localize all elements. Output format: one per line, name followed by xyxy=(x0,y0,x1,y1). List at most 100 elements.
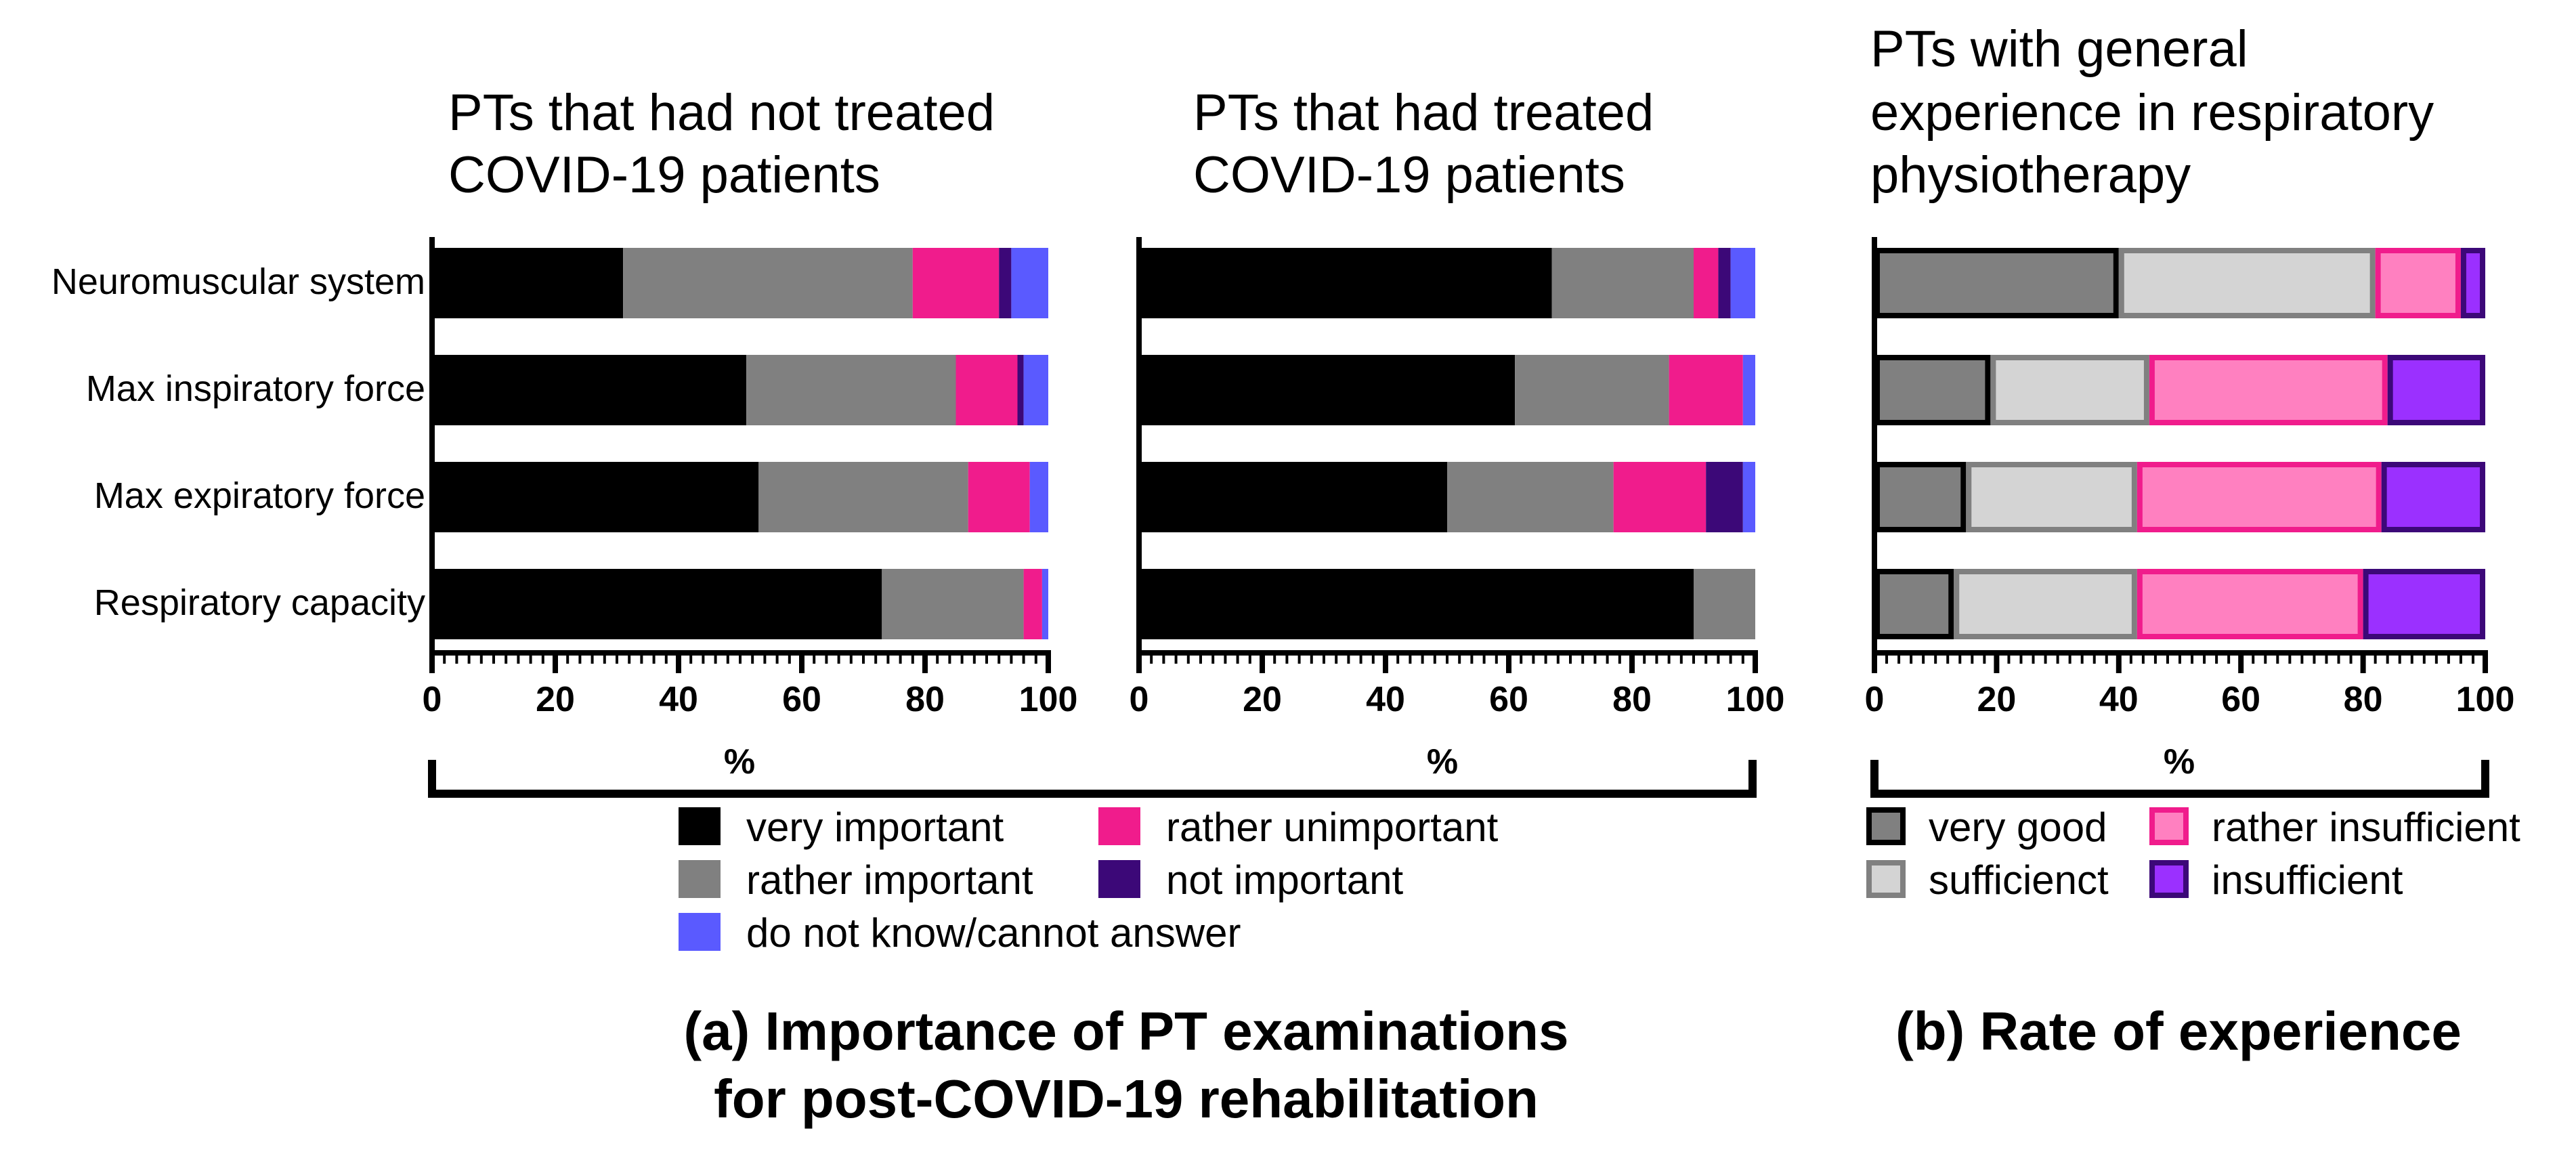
bar-a-left-max-inspiratory-force-not-important xyxy=(1017,355,1024,425)
bar-b-respiratory-capacity-very-good xyxy=(1874,569,1954,639)
legend-swatch-sufficienct xyxy=(1866,860,1906,898)
bar-a-right-neuromuscular-system-very-important xyxy=(1139,248,1552,318)
bar-a-right-neuromuscular-system-not-important xyxy=(1718,248,1731,318)
bar-a-left-neuromuscular-system-rather-unimportant xyxy=(912,248,1000,318)
bar-b-respiratory-capacity-sufficienct xyxy=(1954,569,2137,639)
panel-title-a-left-line-2: COVID-19 patients xyxy=(448,146,880,204)
legend-swatch-do-not-know xyxy=(679,913,721,951)
tick-label-a-left-20: 20 xyxy=(536,680,575,719)
bar-a-left-neuromuscular-system-not-important xyxy=(999,248,1012,318)
caption-a-line-2: for post-COVID-19 rehabilitation xyxy=(714,1069,1539,1129)
bar-a-right-max-expiratory-force-very-important xyxy=(1139,462,1447,532)
bar-b-respiratory-capacity-insufficient xyxy=(2363,569,2486,639)
legend-b: very good sufficienct rather insufficien… xyxy=(1866,805,2520,903)
bar-a-right-max-inspiratory-force-very-important xyxy=(1139,355,1516,425)
tick-label-a-left-40: 40 xyxy=(659,680,698,719)
panel-title-a-right: PTs that had treated COVID-19 patients xyxy=(1193,84,1654,204)
axis-unit-a-right: % xyxy=(1427,742,1458,782)
legend-swatch-very-important xyxy=(679,807,721,845)
bar-a-left-max-inspiratory-force-rather-important xyxy=(746,355,956,425)
legend-swatch-insufficient xyxy=(2149,860,2189,898)
legend-label-not-important: not important xyxy=(1166,857,1404,903)
bar-a-left-max-inspiratory-force-do-not-know-cannot-answer xyxy=(1023,355,1048,425)
tick-label-b-20: 20 xyxy=(1977,680,2016,719)
legend-label-rather-important: rather important xyxy=(746,857,1033,903)
legend-a: very important rather important do not k… xyxy=(679,805,1499,956)
bar-a-right-respiratory-capacity-rather-important xyxy=(1694,569,1755,639)
legend-swatch-rather-insufficient xyxy=(2149,807,2189,845)
bar-a-right-respiratory-capacity-very-important xyxy=(1139,569,1694,639)
legend-label-rather-insufficient: rather insufficient xyxy=(2212,805,2520,850)
legend-label-do-not-know: do not know/cannot answer xyxy=(746,910,1241,956)
panel-a-left-plot: 0 20 40 60 80 100 xyxy=(423,237,1078,719)
legend-label-insufficient: insufficient xyxy=(2212,857,2403,903)
caption-a-line-1: (a) Importance of PT examinations xyxy=(684,1001,1569,1061)
tick-label-a-left-100: 100 xyxy=(1019,680,1078,719)
tick-label-a-left-60: 60 xyxy=(782,680,821,719)
bar-a-left-respiratory-capacity-rather-unimportant xyxy=(1023,569,1042,639)
bar-b-max-inspiratory-force-sufficienct xyxy=(1990,355,2149,425)
legend-label-very-good: very good xyxy=(1929,805,2107,850)
axis-unit-a-left: % xyxy=(724,742,755,782)
bar-a-right-neuromuscular-system-rather-important xyxy=(1551,248,1694,318)
panel-title-a-left-line-1: PTs that had not treated xyxy=(448,84,995,142)
bracket-a xyxy=(428,760,1757,798)
tick-label-a-right-100: 100 xyxy=(1726,680,1785,719)
category-labels: Neuromuscular system Max inspiratory for… xyxy=(51,261,425,623)
bar-b-max-expiratory-force-very-good xyxy=(1874,462,1967,532)
bar-a-right-max-expiratory-force-not-important xyxy=(1706,462,1743,532)
bar-b-max-expiratory-force-rather-insufficient xyxy=(2137,462,2382,532)
bar-a-left-neuromuscular-system-rather-important xyxy=(623,248,913,318)
bar-b-max-inspiratory-force-rather-insufficient xyxy=(2149,355,2388,425)
bar-a-right-neuromuscular-system-do-not-know-cannot-answer xyxy=(1730,248,1755,318)
bar-b-neuromuscular-system-sufficienct xyxy=(2118,248,2376,318)
tick-label-b-0: 0 xyxy=(1865,680,1885,719)
tick-label-a-left-0: 0 xyxy=(423,680,442,719)
category-label-respiratory-capacity: Respiratory capacity xyxy=(94,582,425,623)
legend-swatch-very-good xyxy=(1866,807,1906,845)
bar-b-max-expiratory-force-sufficienct xyxy=(1966,462,2137,532)
bar-a-right-max-expiratory-force-do-not-know-cannot-answer xyxy=(1742,462,1755,532)
panel-b-plot: 0 20 40 60 80 100 xyxy=(1865,237,2515,719)
tick-label-a-left-80: 80 xyxy=(905,680,945,719)
bar-b-neuromuscular-system-very-good xyxy=(1874,248,2119,318)
tick-label-b-40: 40 xyxy=(2099,680,2139,719)
panel-title-a-right-line-2: COVID-19 patients xyxy=(1193,146,1625,204)
bar-a-left-neuromuscular-system-do-not-know-cannot-answer xyxy=(1011,248,1048,318)
legend-label-sufficienct: sufficienct xyxy=(1929,857,2109,903)
tick-label-b-80: 80 xyxy=(2344,680,2383,719)
bar-b-neuromuscular-system-rather-insufficient xyxy=(2375,248,2461,318)
tick-label-a-right-80: 80 xyxy=(1612,680,1652,719)
panel-title-b-line-1: PTs with general xyxy=(1870,20,2248,78)
tick-label-b-60: 60 xyxy=(2221,680,2260,719)
bar-a-right-max-inspiratory-force-do-not-know-cannot-answer xyxy=(1742,355,1755,425)
legend-label-very-important: very important xyxy=(746,805,1004,850)
category-label-max-expiratory: Max expiratory force xyxy=(94,475,425,516)
bar-a-left-max-expiratory-force-very-important xyxy=(432,462,759,532)
caption-b: (b) Rate of experience xyxy=(1895,1001,2462,1061)
bar-a-right-max-inspiratory-force-rather-important xyxy=(1515,355,1669,425)
panel-title-b-line-3: physiotherapy xyxy=(1870,146,2191,204)
bracket-b xyxy=(1870,760,2489,798)
legend-swatch-rather-unimportant xyxy=(1098,807,1140,845)
tick-label-a-right-40: 40 xyxy=(1366,680,1405,719)
tick-label-b-100: 100 xyxy=(2456,680,2515,719)
bar-a-right-neuromuscular-system-rather-unimportant xyxy=(1694,248,1719,318)
bar-b-max-inspiratory-force-very-good xyxy=(1874,355,1991,425)
bar-b-max-inspiratory-force-insufficient xyxy=(2387,355,2485,425)
panel-a-right-plot: 0 20 40 60 80 100 xyxy=(1130,237,1785,719)
bar-b-neuromuscular-system-insufficient xyxy=(2460,248,2485,318)
tick-label-a-right-20: 20 xyxy=(1243,680,1282,719)
bar-a-left-max-expiratory-force-do-not-know-cannot-answer xyxy=(1029,462,1048,532)
tick-label-a-right-0: 0 xyxy=(1130,680,1149,719)
axis-unit-b: % xyxy=(2164,742,2195,782)
panel-title-b: PTs with general experience in respirato… xyxy=(1870,20,2434,204)
category-label-neuromuscular: Neuromuscular system xyxy=(51,261,425,302)
bar-a-left-respiratory-capacity-very-important xyxy=(432,569,882,639)
category-label-max-inspiratory: Max inspiratory force xyxy=(86,368,425,409)
bar-b-respiratory-capacity-rather-insufficient xyxy=(2137,569,2363,639)
bar-a-left-max-inspiratory-force-rather-unimportant xyxy=(956,355,1018,425)
panel-title-a-right-line-1: PTs that had treated xyxy=(1193,84,1654,142)
bar-a-left-max-inspiratory-force-very-important xyxy=(432,355,747,425)
